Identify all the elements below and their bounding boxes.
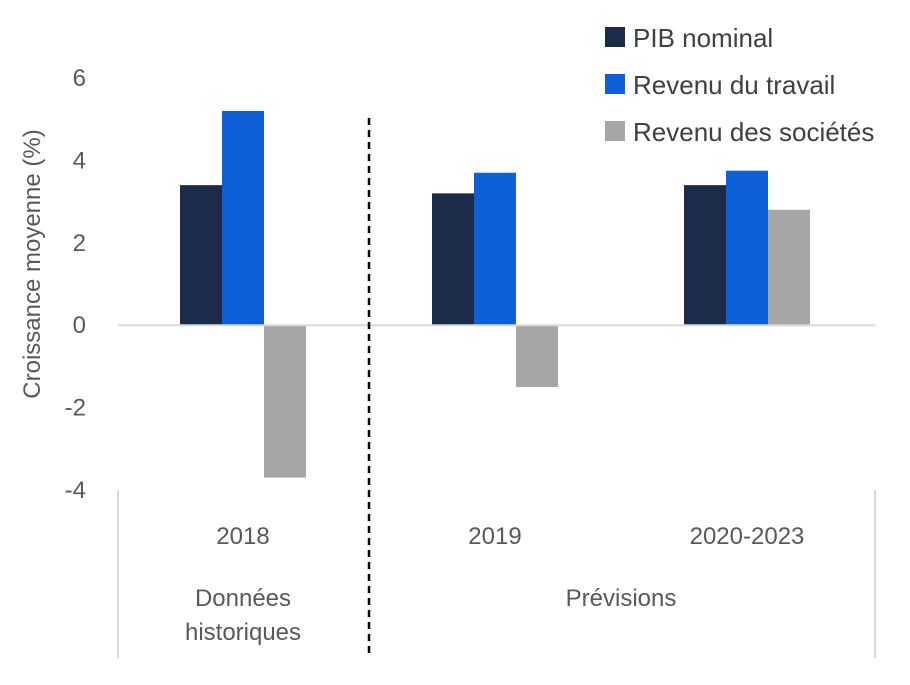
legend-swatch — [605, 74, 625, 94]
bar-revenu-des-soci-t-s-2019 — [516, 325, 558, 387]
legend-label: Revenu des sociétés — [633, 117, 874, 147]
bar-revenu-du-travail-2020-2023 — [726, 170, 768, 326]
x-category-label: 2018 — [216, 523, 269, 550]
y-tick-label: 0 — [73, 312, 86, 339]
x-category-label: 2019 — [468, 523, 521, 550]
bar-pib-nominal-2020-2023 — [684, 185, 726, 326]
bar-pib-nominal-2019 — [432, 193, 474, 326]
y-tick-label: -4 — [65, 477, 86, 504]
legend-swatch — [605, 121, 625, 141]
bar-revenu-des-soci-t-s-2018 — [264, 325, 306, 478]
bar-pib-nominal-2018 — [180, 185, 222, 326]
x-category-label: 2020-2023 — [690, 523, 805, 550]
y-tick-label: 6 — [73, 65, 86, 92]
legend-swatch — [605, 27, 625, 47]
y-tick-label: -2 — [65, 395, 86, 422]
x-group-label: historiques — [185, 619, 301, 646]
legend-label: PIB nominal — [633, 23, 773, 53]
bar-revenu-des-soci-t-s-2020-2023 — [768, 209, 810, 326]
bar-revenu-du-travail-2019 — [474, 172, 516, 326]
bar-revenu-du-travail-2018 — [222, 110, 264, 326]
y-tick-label: 2 — [73, 230, 86, 257]
x-group-label: Données — [195, 585, 291, 612]
x-group-label: Prévisions — [566, 585, 677, 612]
y-axis-title: Croissance moyenne (%) — [19, 129, 46, 398]
legend-label: Revenu du travail — [633, 70, 835, 100]
y-tick-label: 4 — [73, 147, 86, 174]
